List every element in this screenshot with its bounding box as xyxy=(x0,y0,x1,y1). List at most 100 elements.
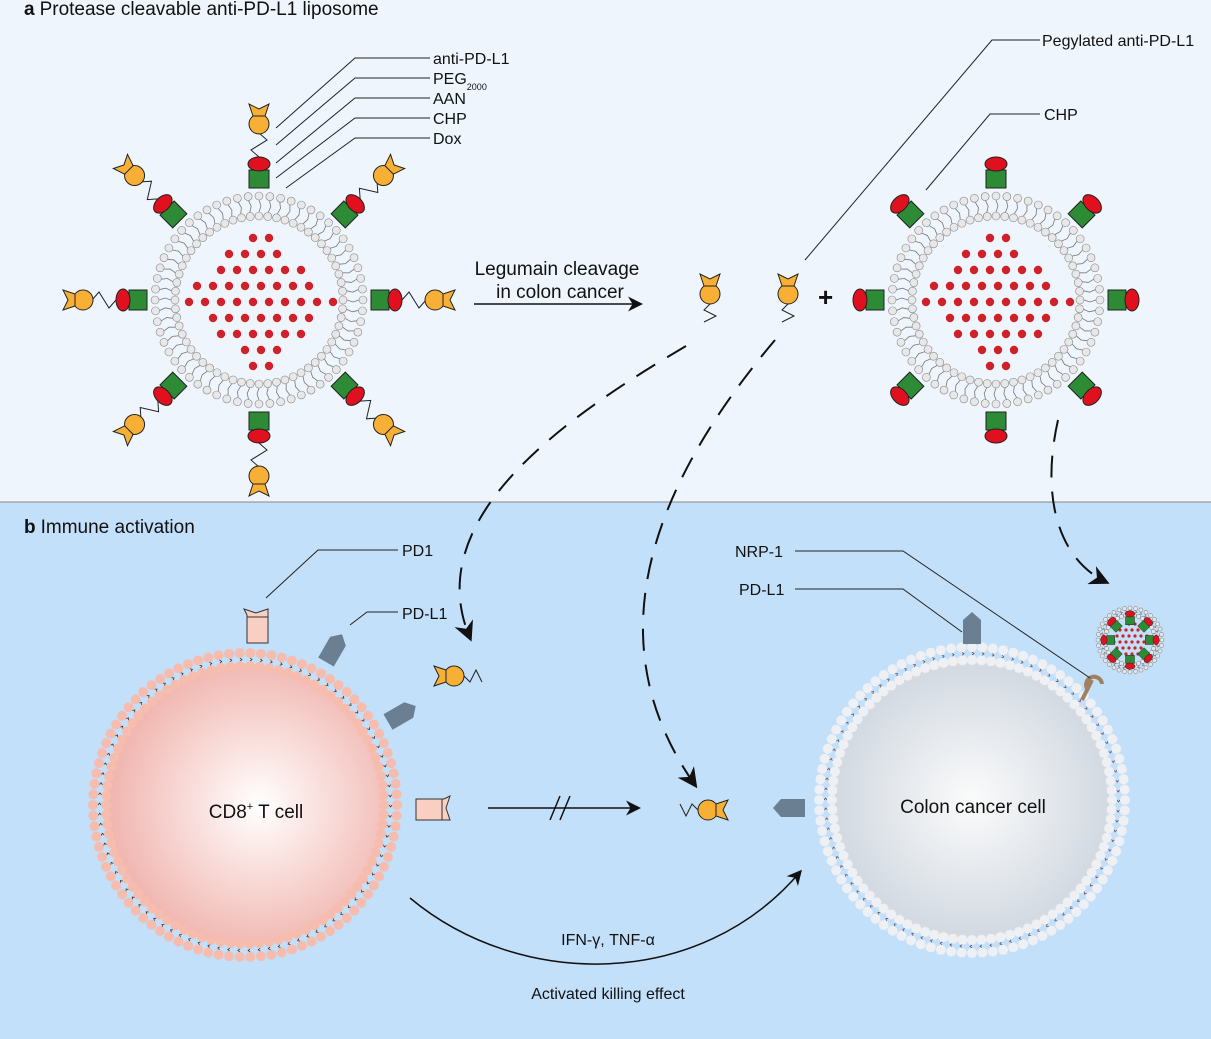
lipid-tail xyxy=(172,249,184,257)
lipid-head xyxy=(310,358,320,367)
lipid-tail xyxy=(376,863,380,867)
lipid-tail xyxy=(184,358,194,368)
lipid-head xyxy=(1097,874,1108,885)
lipid-tail xyxy=(1115,779,1119,783)
lipid-head xyxy=(356,274,366,283)
lipid-head xyxy=(344,243,354,253)
lipid-tail xyxy=(276,386,281,399)
aan-ellipse xyxy=(1152,634,1160,646)
lipid-tail xyxy=(1062,912,1066,916)
lipid-head xyxy=(965,375,975,385)
chp-aan-ligand xyxy=(890,194,925,229)
lipid-head xyxy=(986,656,997,667)
lipid-head xyxy=(378,809,389,820)
lipid-tail xyxy=(385,774,390,778)
lipid-head xyxy=(1075,295,1085,305)
lipid-head xyxy=(956,642,967,653)
lipid-tail xyxy=(256,387,260,401)
dox-dot xyxy=(1025,313,1035,323)
lipid-head xyxy=(391,789,402,800)
lipid-head xyxy=(254,938,265,949)
lipid-tail xyxy=(248,200,252,213)
dashed-arrow-to-small-liposome xyxy=(1050,419,1110,585)
lipid-tail xyxy=(900,268,913,274)
lipid-tail xyxy=(334,343,346,351)
lipid-head xyxy=(896,338,906,347)
lipid-head xyxy=(382,851,393,862)
dox-dot xyxy=(1017,329,1027,339)
dox-dot xyxy=(232,329,242,339)
dox-dot xyxy=(1124,652,1128,656)
lipid-tail xyxy=(826,827,831,831)
lipid-head xyxy=(918,253,928,263)
lipid-head xyxy=(1095,284,1104,294)
lipid-tail xyxy=(1079,326,1092,332)
lipid-tail xyxy=(153,918,157,921)
dox-dot xyxy=(961,313,971,323)
lipid-head xyxy=(1157,626,1163,632)
lipid-head xyxy=(388,831,399,842)
lipid-head xyxy=(908,286,917,296)
lipid-tail xyxy=(895,673,899,677)
antibody-fab xyxy=(715,799,729,821)
dox-dot xyxy=(945,313,955,323)
lipid-head xyxy=(286,394,296,404)
lipid-head xyxy=(977,642,988,653)
lipid-head xyxy=(902,670,913,681)
dox-dot xyxy=(216,329,226,339)
lipid-head xyxy=(1095,850,1106,861)
lipid-tail xyxy=(989,943,993,947)
lipid-tail xyxy=(1055,678,1059,682)
lipid-tail xyxy=(832,748,836,752)
dox-dot xyxy=(953,265,963,275)
lipid-head xyxy=(133,710,144,721)
lipid-tail xyxy=(316,677,321,681)
dox-dot xyxy=(993,249,1003,259)
dox-dot xyxy=(272,249,282,259)
lipid-head xyxy=(117,889,128,900)
lipid-head xyxy=(228,215,238,225)
lipid-tail xyxy=(177,351,188,360)
lipid-head xyxy=(171,286,180,296)
lipid-tail xyxy=(863,898,867,902)
dox-dot xyxy=(280,265,290,275)
lipid-head xyxy=(123,897,134,908)
lipid-head xyxy=(336,313,346,322)
lipid-tail xyxy=(896,307,909,311)
pd-l1-body xyxy=(318,634,346,667)
dox-dot xyxy=(969,265,979,275)
lipid-head xyxy=(1107,662,1112,667)
lipid-head xyxy=(331,261,341,271)
lipid-tail xyxy=(1061,232,1071,242)
lipid-head xyxy=(1097,648,1103,654)
lipid-tail xyxy=(1020,660,1024,664)
lipid-tail xyxy=(959,944,963,948)
lipid-tail xyxy=(856,890,860,894)
lipid-head xyxy=(378,861,389,872)
chp-block xyxy=(985,169,1007,189)
lipid-tail xyxy=(302,213,310,225)
lipid-head xyxy=(1071,683,1082,694)
lipid-head xyxy=(192,351,201,361)
lipid-head xyxy=(102,819,113,830)
lipid-head xyxy=(159,253,169,262)
dox-dot xyxy=(280,329,290,339)
lipid-head xyxy=(848,698,859,709)
lipid-head xyxy=(390,821,401,832)
aan-ellipse xyxy=(984,428,1008,444)
aan-ellipse xyxy=(115,288,131,312)
lipid-tail xyxy=(317,365,327,375)
lipid-tail xyxy=(239,657,243,662)
dox-dot xyxy=(232,297,242,307)
lipid-head xyxy=(915,939,926,950)
lipid-head xyxy=(154,690,165,701)
lipid-head xyxy=(949,390,958,400)
lipid-head xyxy=(101,738,112,749)
lipid-head xyxy=(346,710,357,721)
lipid-head xyxy=(104,771,115,782)
nrp1-receptor xyxy=(1080,674,1104,701)
peg-chain xyxy=(250,442,268,468)
lipid-head xyxy=(370,752,381,763)
lipid-head xyxy=(1096,643,1101,648)
lipid-tail xyxy=(835,855,840,860)
